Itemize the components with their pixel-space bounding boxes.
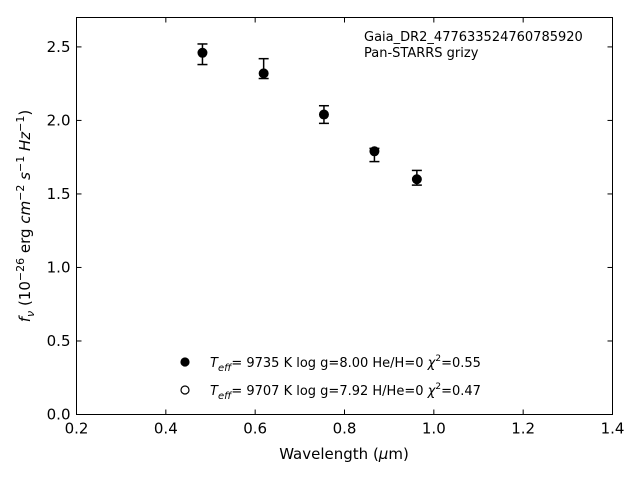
data-point (369, 146, 380, 163)
y-label-part: ) (16, 110, 34, 116)
x-tick-label: 0.2 (65, 420, 89, 438)
annotation: Gaia_DR2_477633524760785920 Pan-STARRS g… (364, 30, 583, 61)
y-tick-label: 1.0 (47, 258, 71, 276)
y-tick-label: 0.0 (47, 406, 71, 424)
y-label-part: Hz (16, 131, 34, 151)
point-marker (411, 174, 422, 185)
y-label-part: −1 (14, 156, 27, 172)
point-marker (318, 109, 329, 120)
y-label-part: erg (16, 224, 34, 258)
legend-label: Teff= 9735 K log g=8.00 He/H=0 χ2=0.55 (210, 354, 481, 374)
y-label-part: (10 (16, 281, 34, 311)
y-tick-label: 2.0 (47, 111, 71, 129)
y-label-part: s (16, 172, 34, 180)
y-label-part: ν (24, 311, 37, 317)
y-tick-label: 0.5 (47, 332, 71, 350)
point-marker (197, 47, 208, 58)
annotation-line-2: Pan-STARRS grizy (364, 46, 479, 61)
y-label-part: −2 (14, 185, 27, 201)
legend: Teff= 9735 K log g=8.00 He/H=0 χ2=0.55 Te… (180, 354, 481, 402)
data-point (258, 57, 269, 80)
data-points (197, 43, 422, 186)
y-label-part: f (16, 314, 34, 322)
data-point (197, 43, 208, 66)
legend-marker (180, 385, 190, 395)
legend-marker (180, 357, 190, 367)
point-marker (258, 68, 269, 79)
legend-entry: Teff= 9735 K log g=8.00 He/H=0 χ2=0.55 (180, 354, 481, 374)
legend-label: Teff= 9707 K log g=7.92 H/He=0 χ2=0.47 (210, 382, 481, 402)
y-label-part: −26 (14, 258, 27, 281)
annotation-line-1: Gaia_DR2_477633524760785920 (364, 30, 583, 45)
data-point (318, 104, 329, 125)
x-tick-label: 0.6 (243, 420, 267, 438)
x-tick-labels: 0.2 0.4 0.6 0.8 1.0 1.2 1.4 (65, 420, 625, 438)
y-tick-label: 1.5 (47, 185, 71, 203)
x-tick-label: 0.4 (154, 420, 178, 438)
data-point (411, 169, 422, 186)
plot-frame (76, 17, 613, 415)
axis-ticks (76, 17, 613, 415)
x-tick-label: 1.2 (511, 420, 535, 438)
x-tick-label: 1.4 (601, 420, 625, 438)
x-tick-label: 1.0 (422, 420, 446, 438)
y-label-part: −1 (14, 116, 27, 132)
x-tick-label: 0.8 (333, 420, 357, 438)
point-marker (369, 146, 380, 157)
y-label-part: cm (16, 201, 34, 224)
y-tick-label: 2.5 (47, 38, 71, 56)
y-axis-label: fν (10−26 erg cm−2 s−1 Hz−1) (14, 110, 37, 323)
x-axis-label: Wavelength (μm) (279, 445, 409, 463)
y-tick-labels: 0.0 0.5 1.0 1.5 2.0 2.5 (47, 38, 71, 424)
legend-entry: Teff= 9707 K log g=7.92 H/He=0 χ2=0.47 (180, 382, 481, 402)
